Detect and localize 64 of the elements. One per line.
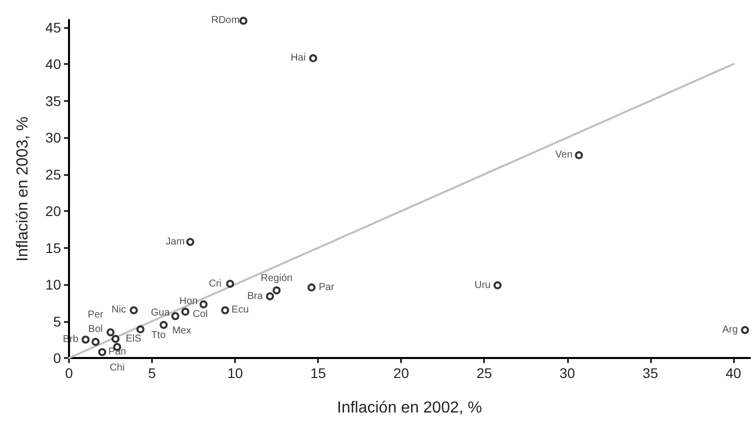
point <box>309 54 318 62</box>
point <box>98 348 106 356</box>
data-label: Bol <box>88 324 103 335</box>
point <box>239 16 248 25</box>
data-label: RDom <box>211 15 240 26</box>
x-tick-label: 5 <box>148 365 156 381</box>
data-label: Bra <box>247 290 264 302</box>
data-label: Par <box>318 282 335 293</box>
y-tick-label: 20 <box>45 203 62 220</box>
y-tick-label: 35 <box>45 92 62 109</box>
data-label: Chi <box>110 362 125 374</box>
data-label: Mex <box>172 325 192 336</box>
point <box>136 325 144 334</box>
data-label: Arg <box>722 324 738 336</box>
x-tick-label: 25 <box>476 365 492 381</box>
x-tick-label: 40 <box>726 365 742 381</box>
data-label: Región <box>260 272 292 284</box>
data-label: Col <box>192 309 208 320</box>
point <box>494 281 502 290</box>
x-tick-label: 10 <box>227 365 244 381</box>
data-label: Tto <box>151 330 166 341</box>
point <box>226 280 234 288</box>
point <box>308 283 316 292</box>
point <box>266 292 274 300</box>
point <box>82 336 90 344</box>
data-label: Jam <box>166 236 185 248</box>
data-label: Gua <box>150 308 170 319</box>
y-tick-label: 10 <box>45 276 62 293</box>
y-tick-label: 25 <box>45 166 62 182</box>
data-label: Hai <box>290 52 306 64</box>
data-label: Ven <box>555 150 573 161</box>
x-tick-label: 35 <box>642 365 658 381</box>
point <box>574 151 583 160</box>
point <box>160 320 168 329</box>
x-tick-label: 0 <box>65 365 74 381</box>
point <box>112 334 120 343</box>
y-tick-label: 15 <box>45 240 62 256</box>
data-label: Ecu <box>232 304 249 316</box>
y-tick-label: 30 <box>45 130 62 146</box>
point <box>186 238 194 246</box>
data-label: Hon <box>179 296 198 307</box>
y-tick-label: 45 <box>45 19 62 36</box>
y-tick-label: 0 <box>53 350 62 366</box>
data-label: ElS <box>126 333 142 344</box>
y-axis-title: Inflación en 2003, % <box>14 116 32 262</box>
point <box>741 326 750 334</box>
point <box>181 308 190 316</box>
x-tick-label: 30 <box>560 365 576 381</box>
x-axis-title: Inflación en 2002, % <box>337 400 482 416</box>
y-tick-label: 40 <box>45 56 62 72</box>
point <box>272 286 281 294</box>
data-label: Cri <box>208 278 222 290</box>
point <box>92 338 100 346</box>
x-tick-label: 20 <box>393 365 410 381</box>
point <box>221 306 230 314</box>
data-label: Uru <box>474 280 491 291</box>
data-label: Nic <box>112 304 126 316</box>
data-label: Per <box>88 309 104 320</box>
point <box>200 300 208 308</box>
x-tick-label: 15 <box>310 365 326 381</box>
point <box>171 312 180 320</box>
y-tick-label: 5 <box>53 313 62 330</box>
point <box>130 306 138 314</box>
point <box>106 328 115 336</box>
